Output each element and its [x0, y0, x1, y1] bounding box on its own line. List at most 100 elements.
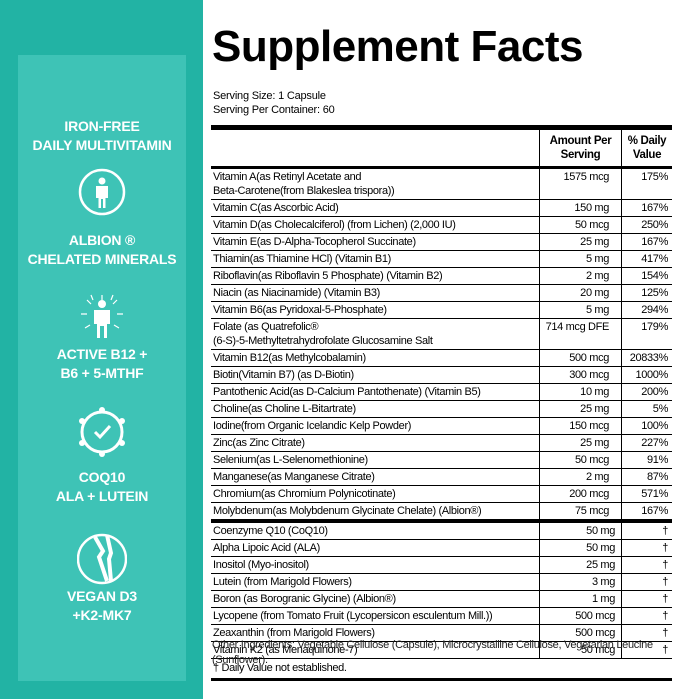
amount: 300 mcg — [539, 367, 621, 383]
daily-value: † — [621, 625, 672, 641]
daily-value: 154% — [621, 268, 672, 284]
nutrient-name: Vitamin C(as Ascorbic Acid) — [213, 202, 339, 214]
nutrient-name: Zinc(as Zinc Citrate) — [213, 437, 305, 449]
rule — [211, 125, 672, 130]
table-row: Lutein (from Marigold Flowers) 3 mg † — [211, 574, 672, 591]
table-row: Zeaxanthin (from Marigold Flowers) 500 mc… — [211, 625, 672, 642]
nutrient-name: Manganese(as Manganese Citrate) — [213, 471, 375, 483]
amount: 25 mg — [539, 557, 621, 573]
table-row: Selenium(as L-Selenomethionine) 50 mcg 91% — [211, 452, 672, 469]
table-row: Vitamin K2 (as Menaquinone-7) 50 mcg † — [211, 642, 672, 659]
table-row: Iodine(from Organic Icelandic Kelp Powde… — [211, 418, 672, 435]
badge-icon — [79, 407, 125, 457]
daily-value: 294% — [621, 302, 672, 318]
nutrient-name: Choline(as Choline L-Bitartrate) — [213, 403, 356, 415]
amount: 150 mcg — [539, 418, 621, 434]
daily-value: 227% — [621, 435, 672, 451]
nutrient-name: Molybdenum(as Molybdenum Glycinate Chela… — [213, 505, 482, 517]
amount: 2 mg — [539, 268, 621, 284]
daily-value: 87% — [621, 469, 672, 485]
rule — [211, 678, 672, 681]
table-row: Alpha Lipoic Acid (ALA) 50 mg † — [211, 540, 672, 557]
nutrient-name: Vitamin B12(as Methylcobalamin) — [213, 352, 366, 364]
daily-value: † — [621, 540, 672, 556]
table-row: Thiamin(as Thiamine HCl) (Vitamin B1) 5 m… — [211, 251, 672, 268]
table-row: Zinc(as Zinc Citrate) 25 mg 227% — [211, 435, 672, 452]
nutrient-name: Lycopene (from Tomato Fruit (Lycopersico… — [213, 610, 493, 622]
daily-value: † — [621, 591, 672, 607]
daily-value: 20833% — [621, 350, 672, 366]
nutrient-name: Vitamin E(as D-Alpha-Tocopherol Succinat… — [213, 236, 416, 248]
footnote: † Daily Value not established. — [213, 662, 347, 674]
serving-size: Serving Size: 1 Capsule — [213, 90, 326, 102]
daily-value: 179% — [621, 319, 672, 349]
daily-value: 167% — [621, 234, 672, 250]
daily-value: † — [621, 608, 672, 624]
table-row: Chromium(as Chromium Polynicotinate) 200 … — [211, 486, 672, 503]
table-row: Coenzyme Q10 (CoQ10) 50 mg † — [211, 523, 672, 540]
feature-text: IRON-FREE DAILY MULTIVITAMIN — [32, 118, 172, 153]
header-cell: Amount Per Serving — [539, 130, 621, 166]
nutrient-name: Selenium(as L-Selenomethionine) — [213, 454, 368, 466]
nutrient-name: Lutein (from Marigold Flowers) — [213, 576, 352, 588]
facts-table: Amount Per Serving % Daily Value Vitamin… — [211, 125, 672, 681]
nutrient-name: Niacin (as Niacinamide) (Vitamin B3) — [213, 287, 380, 299]
daily-value: 175% — [621, 169, 672, 199]
table-row: Vitamin B6(as Pyridoxal-5-Phosphate) 5 mg… — [211, 302, 672, 319]
table-row: Riboflavin(as Riboflavin 5 Phosphate) (V… — [211, 268, 672, 285]
daily-value: 1000% — [621, 367, 672, 383]
amount: 500 mcg — [539, 625, 621, 641]
daily-value: † — [621, 574, 672, 590]
nutrient-name: Boron (as Borogranic Glycine) (Albion®) — [213, 593, 396, 605]
daily-value: 100% — [621, 418, 672, 434]
other-ingredients: Other Ingredients: Vegetable Cellulose (… — [212, 639, 653, 666]
amount: 50 mcg — [539, 217, 621, 233]
daily-value: † — [621, 523, 672, 539]
amount: 25 mg — [539, 401, 621, 417]
nutrient-name: Vitamin B6(as Pyridoxal-5-Phosphate) — [213, 304, 387, 316]
amount: 25 mg — [539, 435, 621, 451]
feature-text: COQ10 ALA + LUTEIN — [55, 469, 149, 504]
header-cell — [211, 130, 539, 166]
nutrient-name: Riboflavin(as Riboflavin 5 Phosphate) (V… — [213, 270, 443, 282]
feature-panel: IRON-FREE DAILY MULTIVITAMIN ALBION ® CH… — [18, 55, 186, 681]
table-row: Molybdenum(as Molybdenum Glycinate Chela… — [211, 503, 672, 520]
feature-text: ALBION ® CHELATED MINERALS — [27, 232, 177, 267]
daily-value: † — [621, 642, 672, 658]
nutrient-name: Coenzyme Q10 (CoQ10) — [213, 525, 328, 537]
nutrient-name: Inositol (Myo-inositol) — [213, 559, 309, 571]
daily-value: 167% — [621, 200, 672, 216]
nutrient-name: Vitamin A(as Retinyl Acetate and Beta-Ca… — [213, 171, 395, 197]
amount: 5 mg — [539, 302, 621, 318]
amount: 200 mcg — [539, 486, 621, 502]
daily-value: 5% — [621, 401, 672, 417]
table-row: Vitamin C(as Ascorbic Acid) 150 mg 167% — [211, 200, 672, 217]
nutrient-name: Chromium(as Chromium Polynicotinate) — [213, 488, 396, 500]
table-row: Boron (as Borogranic Glycine) (Albion®) 1… — [211, 591, 672, 608]
amount: 1575 mcg — [539, 169, 621, 199]
table-row: Manganese(as Manganese Citrate) 2 mg 87% — [211, 469, 672, 486]
table-body: Vitamin A(as Retinyl Acetate and Beta-Ca… — [211, 166, 672, 681]
feature-text: ACTIVE B12 + B6 + 5-MTHF — [56, 346, 148, 381]
feature-text: VEGAN D3 +K2-MK7 — [67, 588, 137, 623]
daily-value: 250% — [621, 217, 672, 233]
table-row: Vitamin B12(as Methylcobalamin) 500 mcg 20… — [211, 350, 672, 367]
table-row: Inositol (Myo-inositol) 25 mg † — [211, 557, 672, 574]
nutrient-name: Biotin(Vitamin B7) (as D-Biotin) — [213, 369, 354, 381]
title: Supplement Facts — [212, 22, 583, 71]
amount: 75 mcg — [539, 503, 621, 519]
rule — [211, 166, 672, 169]
daily-value: 167% — [621, 503, 672, 519]
daily-value: 91% — [621, 452, 672, 468]
amount: 500 mcg — [539, 350, 621, 366]
table-row: Pantothenic Acid(as D-Calcium Pantothena… — [211, 384, 672, 401]
table-row: Vitamin E(as D-Alpha-Tocopherol Succinat… — [211, 234, 672, 251]
amount: 25 mg — [539, 234, 621, 250]
nutrient-name: Iodine(from Organic Icelandic Kelp Powde… — [213, 420, 412, 432]
nutrient-name: Pantothenic Acid(as D-Calcium Pantothena… — [213, 386, 481, 398]
daily-value: † — [621, 557, 672, 573]
table-row: Folate (as Quatrefolic® (6-S)-5-Methylte… — [211, 319, 672, 350]
amount: 50 mg — [539, 523, 621, 539]
header-cell: % Daily Value — [621, 130, 672, 166]
person-icon — [78, 168, 126, 216]
